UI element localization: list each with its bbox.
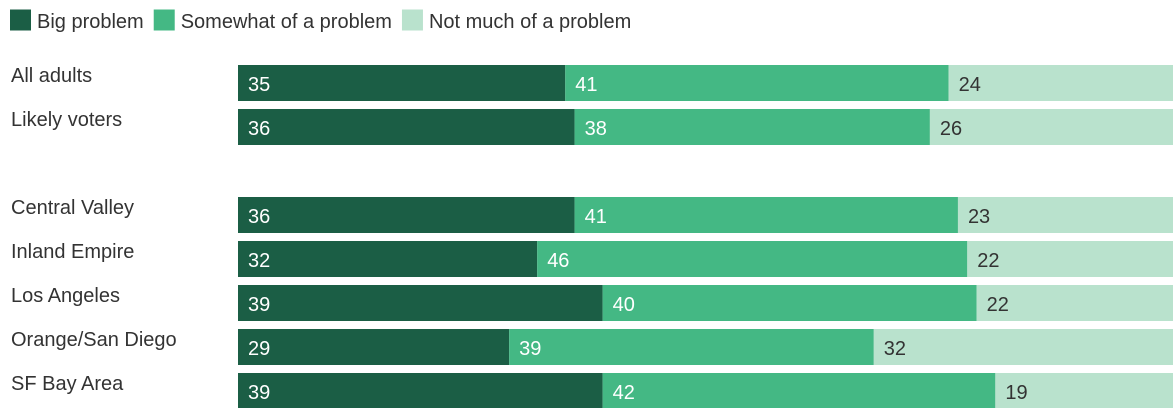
- data-label-not-much-of-a-problem: 19: [1005, 382, 1027, 404]
- data-label-somewhat-of-a-problem: 41: [585, 206, 607, 228]
- legend-swatch-not-much-of-a-problem: [401, 9, 423, 31]
- category-label-sf-bay-area: SF Bay Area: [11, 373, 124, 395]
- bar-row-likely-voters: 36 38 26: [238, 109, 1173, 145]
- bar-segment-big-problem: [238, 65, 566, 101]
- data-label-not-much-of-a-problem: 32: [884, 338, 906, 360]
- category-label-orange-san-diego: Orange/San Diego: [11, 329, 177, 351]
- bar-row-central-valley: 36 41 23: [238, 197, 1173, 233]
- data-label-big-problem: 39: [248, 294, 270, 316]
- bar-segment-big-problem: [238, 197, 575, 233]
- legend-swatch-big-problem: [10, 9, 31, 31]
- legend-item-not-much-of-a-problem: Not much of a problem: [401, 9, 631, 33]
- legend-swatch-somewhat-of-a-problem: [153, 9, 175, 31]
- bar-row-inland-empire: 32 46 22: [238, 241, 1173, 277]
- data-label-somewhat-of-a-problem: 40: [613, 294, 635, 316]
- legend-label-somewhat-of-a-problem: Somewhat of a problem: [181, 11, 392, 33]
- category-label-los-angeles: Los Angeles: [11, 285, 120, 307]
- bar-segment-not-much-of-a-problem: [995, 373, 1173, 408]
- data-label-somewhat-of-a-problem: 42: [613, 382, 635, 404]
- data-label-big-problem: 29: [248, 338, 270, 360]
- category-label-all-adults: All adults: [11, 65, 92, 87]
- data-label-not-much-of-a-problem: 24: [959, 74, 981, 96]
- bar-segment-somewhat-of-a-problem: [602, 285, 977, 321]
- data-label-somewhat-of-a-problem: 39: [519, 338, 541, 360]
- category-labels: All adults Likely voters Central Valley Inl…: [11, 65, 177, 395]
- bar-segment-somewhat-of-a-problem: [574, 197, 958, 233]
- data-label-somewhat-of-a-problem: 46: [547, 250, 569, 272]
- bar-segment-somewhat-of-a-problem: [602, 373, 996, 408]
- data-label-somewhat-of-a-problem: 38: [585, 118, 607, 140]
- bar-segment-big-problem: [238, 329, 510, 365]
- category-label-inland-empire: Inland Empire: [11, 241, 134, 263]
- bar-area: 35 41 24 36 38 26 36 41 23 32 46 22 39 40 22 29 39 32 39 42…: [238, 65, 1173, 408]
- bar-segment-not-much-of-a-problem: [976, 285, 1173, 321]
- bar-row-los-angeles: 39 40 22: [238, 285, 1173, 321]
- data-label-not-much-of-a-problem: 22: [987, 294, 1009, 316]
- bar-segment-big-problem: [238, 373, 603, 408]
- category-label-likely-voters: Likely voters: [11, 109, 122, 131]
- bar-segment-not-much-of-a-problem: [873, 329, 1173, 365]
- category-label-central-valley: Central Valley: [11, 197, 134, 219]
- bar-segment-big-problem: [238, 285, 603, 321]
- bar-row-all-adults: 35 41 24: [238, 65, 1173, 101]
- data-label-not-much-of-a-problem: 23: [968, 206, 990, 228]
- legend-item-big-problem: Big problem: [10, 9, 144, 33]
- bar-segment-big-problem: [238, 109, 575, 145]
- bar-row-orange-san-diego: 29 39 32: [238, 329, 1173, 365]
- legend-item-somewhat-of-a-problem: Somewhat of a problem: [153, 9, 392, 33]
- bar-segment-not-much-of-a-problem: [948, 65, 1173, 101]
- data-label-not-much-of-a-problem: 26: [940, 118, 962, 140]
- data-label-big-problem: 36: [248, 118, 270, 140]
- data-label-somewhat-of-a-problem: 41: [575, 74, 597, 96]
- legend-label-not-much-of-a-problem: Not much of a problem: [429, 11, 631, 33]
- data-label-not-much-of-a-problem: 22: [977, 250, 999, 272]
- bar-segment-somewhat-of-a-problem: [574, 109, 930, 145]
- data-label-big-problem: 32: [248, 250, 270, 272]
- bar-segment-not-much-of-a-problem: [929, 109, 1173, 145]
- bar-segment-somewhat-of-a-problem: [565, 65, 949, 101]
- bar-segment-somewhat-of-a-problem: [537, 241, 968, 277]
- legend-label-big-problem: Big problem: [37, 11, 144, 33]
- bar-segment-somewhat-of-a-problem: [509, 329, 874, 365]
- bar-segment-not-much-of-a-problem: [957, 197, 1173, 233]
- data-label-big-problem: 39: [248, 382, 270, 404]
- bar-row-sf-bay-area: 39 42 19: [238, 373, 1173, 408]
- bar-segment-not-much-of-a-problem: [967, 241, 1173, 277]
- bar-segment-big-problem: [238, 241, 538, 277]
- chart-legend: Big problem Somewhat of a problem Not much…: [10, 9, 631, 33]
- data-label-big-problem: 36: [248, 206, 270, 228]
- data-label-big-problem: 35: [248, 74, 270, 96]
